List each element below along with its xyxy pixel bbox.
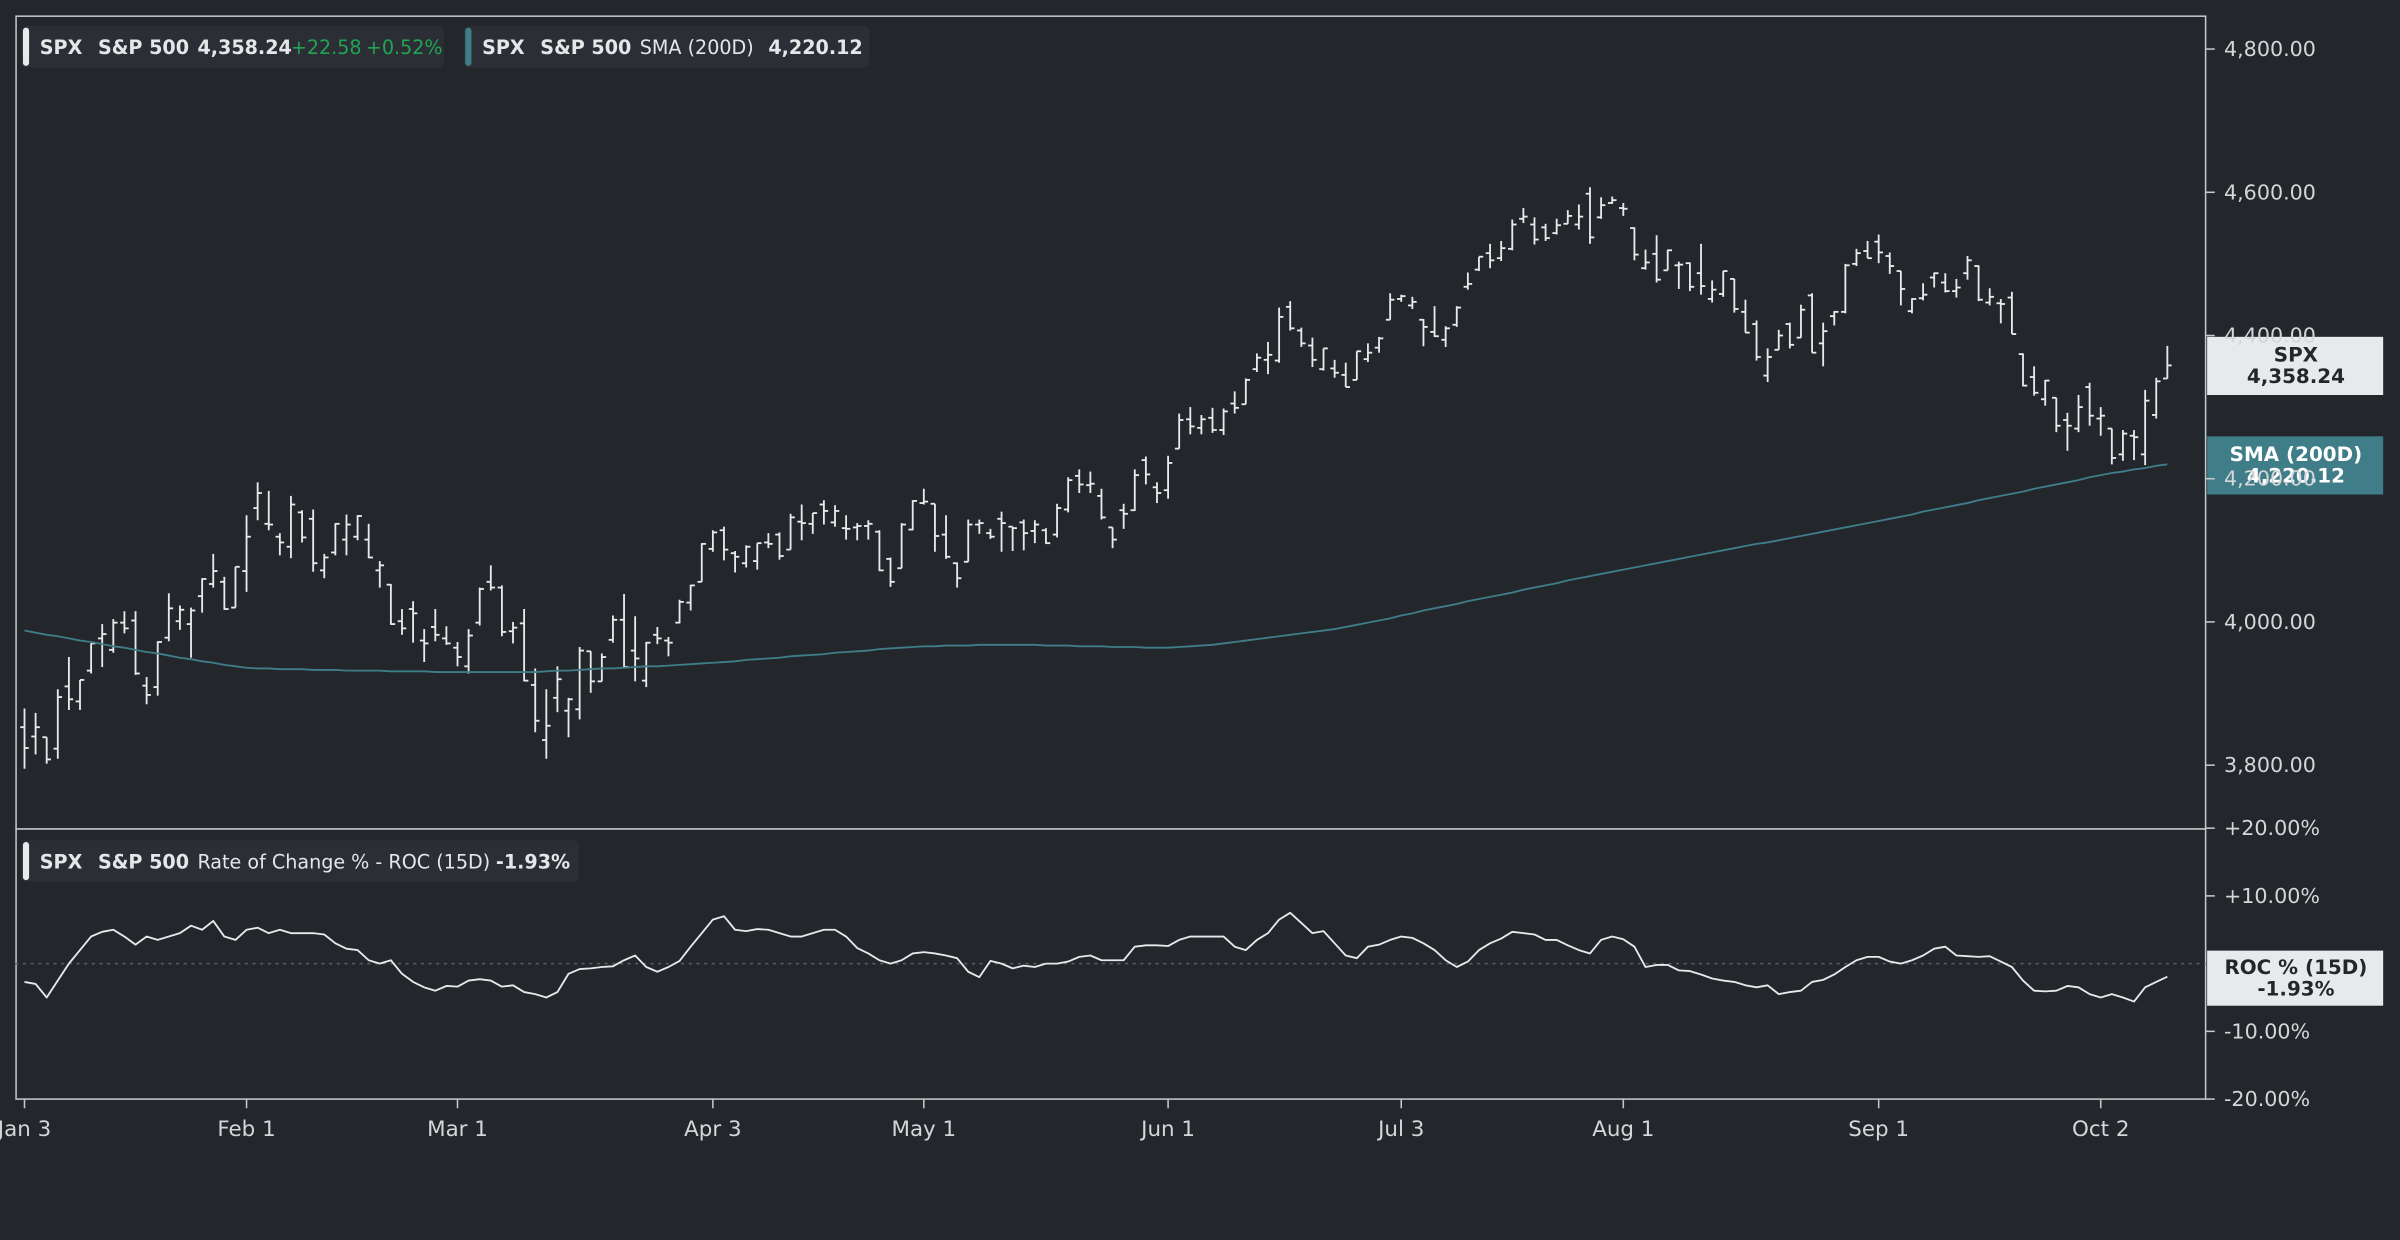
x-tick-label: Jun 1 bbox=[1139, 1117, 1195, 1142]
legend-last: -1.93% bbox=[496, 850, 570, 873]
legend-box bbox=[21, 26, 444, 68]
legend-last: 4,220.12 bbox=[768, 36, 862, 59]
legend-symbol: SPX bbox=[40, 850, 83, 873]
y-tick-label: 4,200.00 bbox=[2224, 467, 2316, 491]
legend-name: S&P 500 bbox=[540, 36, 631, 59]
y-tick-label: 4,800.00 bbox=[2224, 37, 2316, 61]
roc-tag: ROC % (15D) -1.93% bbox=[2207, 950, 2384, 1006]
legend-name: S&P 500 bbox=[98, 36, 189, 59]
price-tag-box bbox=[2207, 336, 2384, 395]
x-tick-label: Jan 3 bbox=[0, 1117, 51, 1142]
y-tick-label: 4,400.00 bbox=[2224, 323, 2316, 347]
x-tick-label: Sep 1 bbox=[1848, 1117, 1909, 1142]
x-tick-label: Jul 3 bbox=[1376, 1117, 1424, 1142]
line-series bbox=[24, 463, 2168, 673]
plot-frame bbox=[15, 15, 2207, 1100]
legend-indicator: Rate of Change % - ROC (15D) bbox=[197, 850, 490, 873]
y-tick-label: +20.00% bbox=[2224, 816, 2320, 840]
legend-indicator: SMA (200D) bbox=[640, 36, 754, 59]
legend-change-pct: +0.52% bbox=[366, 36, 443, 59]
y-tick-label: 3,800.00 bbox=[2224, 753, 2316, 777]
x-tick-label: Aug 1 bbox=[1592, 1117, 1654, 1142]
sma-tag-name: SMA (200D) bbox=[2230, 443, 2363, 466]
marks bbox=[20, 187, 2172, 1003]
sma-legend: SPX S&P 500 SMA (200D) 4,220.12 bbox=[463, 26, 870, 68]
legend-box bbox=[463, 26, 870, 68]
x-tick-label: Apr 3 bbox=[684, 1117, 741, 1142]
x-tick-label: Mar 1 bbox=[427, 1117, 488, 1142]
y-tick-label: +10.00% bbox=[2224, 884, 2320, 908]
roc-tag-name: ROC % (15D) bbox=[2224, 956, 2367, 979]
x-tick-label: May 1 bbox=[891, 1117, 956, 1142]
legend-swatch bbox=[22, 27, 30, 66]
legend-box bbox=[21, 840, 579, 882]
legend-swatch bbox=[22, 841, 30, 881]
x-tick-label: Oct 2 bbox=[2072, 1117, 2129, 1142]
roc-legend: SPX S&P 500 Rate of Change % - ROC (15D)… bbox=[21, 840, 579, 882]
legend-change: +22.58 bbox=[291, 36, 362, 59]
y-tick-label: -10.00% bbox=[2224, 1019, 2310, 1043]
price-tag-symbol: SPX bbox=[2274, 344, 2318, 367]
y-tick-label: 4,600.00 bbox=[2224, 180, 2316, 204]
y-tick-label: -20.00% bbox=[2224, 1087, 2310, 1111]
legend-symbol: SPX bbox=[40, 36, 83, 59]
sma-tag: SMA (200D) 4,220.12 bbox=[2207, 436, 2384, 495]
roc-tag-value: -1.93% bbox=[2257, 977, 2334, 1000]
price-legend: SPX S&P 500 4,358.24 +22.58 +0.52% bbox=[21, 26, 444, 68]
roc-tag-box bbox=[2207, 950, 2384, 1006]
legend-swatch bbox=[465, 27, 472, 66]
sma-tag-value: 4,220.12 bbox=[2247, 465, 2345, 488]
x-tick-label: Feb 1 bbox=[217, 1117, 275, 1142]
y-tick-label: 4,000.00 bbox=[2224, 610, 2316, 634]
legend-name: S&P 500 bbox=[98, 850, 189, 873]
price-tag-value: 4,358.24 bbox=[2247, 365, 2345, 388]
line-series bbox=[24, 911, 2168, 1003]
sma-tag-box bbox=[2207, 436, 2384, 495]
price-tag: SPX 4,358.24 bbox=[2207, 336, 2384, 395]
legend-last: 4,358.24 bbox=[197, 36, 291, 59]
legend-symbol: SPX bbox=[482, 36, 525, 59]
